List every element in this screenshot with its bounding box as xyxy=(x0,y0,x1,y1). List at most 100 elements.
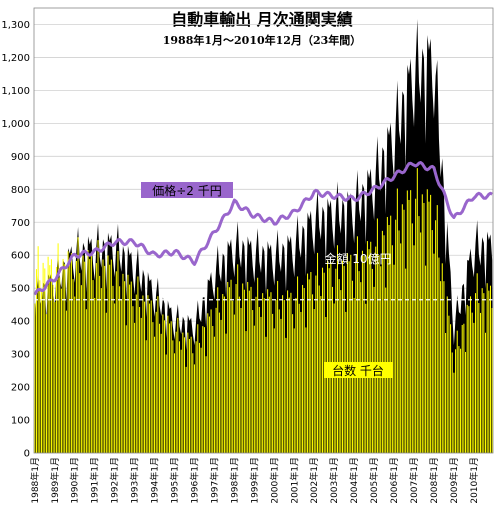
units-bar xyxy=(411,223,413,453)
x-tick-label: 1991年1月 xyxy=(89,457,101,504)
units-bar xyxy=(361,250,363,453)
units-bar xyxy=(149,303,151,453)
units-bar xyxy=(355,261,357,453)
units-bar xyxy=(302,284,304,453)
units-bar xyxy=(94,297,96,453)
units-bar xyxy=(228,287,230,453)
units-bar xyxy=(263,298,265,453)
units-bar xyxy=(303,288,305,453)
units-bar xyxy=(292,314,294,453)
units-bar xyxy=(398,230,400,453)
units-bar xyxy=(475,293,477,453)
units-bar xyxy=(298,303,300,453)
units-bar xyxy=(110,259,112,453)
units-bar xyxy=(127,274,129,453)
units-bar xyxy=(430,194,432,453)
units-bar xyxy=(431,230,433,453)
units-bar xyxy=(390,215,392,453)
units-bar xyxy=(307,273,309,453)
units-bar xyxy=(75,260,77,453)
units-bar xyxy=(365,303,367,453)
chart-subtitle: 1988年1月～2010年12月（23年間） xyxy=(163,33,362,47)
units-bar xyxy=(77,237,79,453)
units-bar xyxy=(125,325,127,453)
units-bar xyxy=(441,263,443,453)
units-bar xyxy=(240,307,242,453)
units-bar xyxy=(343,265,345,453)
units-bar xyxy=(150,300,152,453)
units-bar xyxy=(381,230,383,453)
units-bar xyxy=(238,296,240,453)
units-bar xyxy=(476,273,478,453)
x-tick-label: 2007年1月 xyxy=(408,457,420,504)
units-bar xyxy=(124,281,126,453)
units-bar xyxy=(218,312,220,453)
units-bar xyxy=(142,295,144,453)
units-bar xyxy=(277,280,279,453)
units-bar xyxy=(363,255,365,453)
x-tick-label: 2003年1月 xyxy=(328,457,340,504)
units-bar xyxy=(451,352,453,453)
units-bar xyxy=(105,312,107,453)
units-bar xyxy=(440,281,442,453)
units-bar xyxy=(267,289,269,453)
units-bar xyxy=(147,295,149,453)
units-bar xyxy=(242,283,244,453)
units-bar xyxy=(403,209,405,453)
units-bar xyxy=(480,312,482,453)
units-bar xyxy=(280,318,282,453)
units-bar xyxy=(420,232,422,453)
units-bar xyxy=(165,354,167,453)
units-bar xyxy=(366,241,368,453)
units-bar xyxy=(335,268,337,453)
units-bar xyxy=(157,296,159,453)
units-bar xyxy=(122,273,124,453)
units-bar xyxy=(72,279,74,453)
units-bar xyxy=(69,259,71,453)
y-tick-label: 1,100 xyxy=(1,86,30,97)
units-bar xyxy=(247,282,249,453)
units-bar xyxy=(388,225,390,453)
units-bar xyxy=(325,317,327,453)
units-bar xyxy=(471,312,473,453)
units-bar xyxy=(386,216,388,453)
units-bar xyxy=(255,296,257,453)
units-bar xyxy=(154,336,156,453)
units-bar xyxy=(395,219,397,453)
units-bar xyxy=(341,260,343,453)
units-bar xyxy=(465,351,467,453)
x-tick-label: 1998年1月 xyxy=(228,457,240,504)
units-bar xyxy=(391,245,393,453)
y-tick-label: 1,300 xyxy=(1,20,30,31)
units-bar xyxy=(253,325,255,453)
units-bar xyxy=(270,292,272,453)
units-bar xyxy=(57,243,59,453)
x-tick-label: 2010年1月 xyxy=(468,457,480,504)
units-bar xyxy=(460,348,462,453)
units-bar xyxy=(260,316,262,453)
units-bar xyxy=(170,321,172,453)
units-bar xyxy=(425,265,427,453)
units-bar xyxy=(200,347,202,453)
units-bar xyxy=(370,241,372,453)
units-bar xyxy=(62,258,64,453)
units-bar xyxy=(223,296,225,453)
y-tick-label: 700 xyxy=(11,218,30,229)
x-tick-label: 2002年1月 xyxy=(308,457,320,504)
units-bar xyxy=(378,255,380,453)
units-bar xyxy=(104,265,106,453)
units-bar xyxy=(446,296,448,453)
y-tick-label: 400 xyxy=(11,317,30,328)
units-bar xyxy=(92,280,94,453)
x-tick-label: 1989年1月 xyxy=(49,457,61,504)
legend-units-bg xyxy=(324,362,393,378)
price-line-series xyxy=(33,161,493,296)
units-bar xyxy=(100,288,102,453)
units-bar xyxy=(112,285,114,453)
units-bar xyxy=(315,275,317,453)
x-tick-label: 1999年1月 xyxy=(248,457,260,504)
units-bar xyxy=(195,341,197,453)
units-bar xyxy=(182,332,184,453)
units-bar xyxy=(433,253,435,453)
units-bar xyxy=(257,277,259,453)
